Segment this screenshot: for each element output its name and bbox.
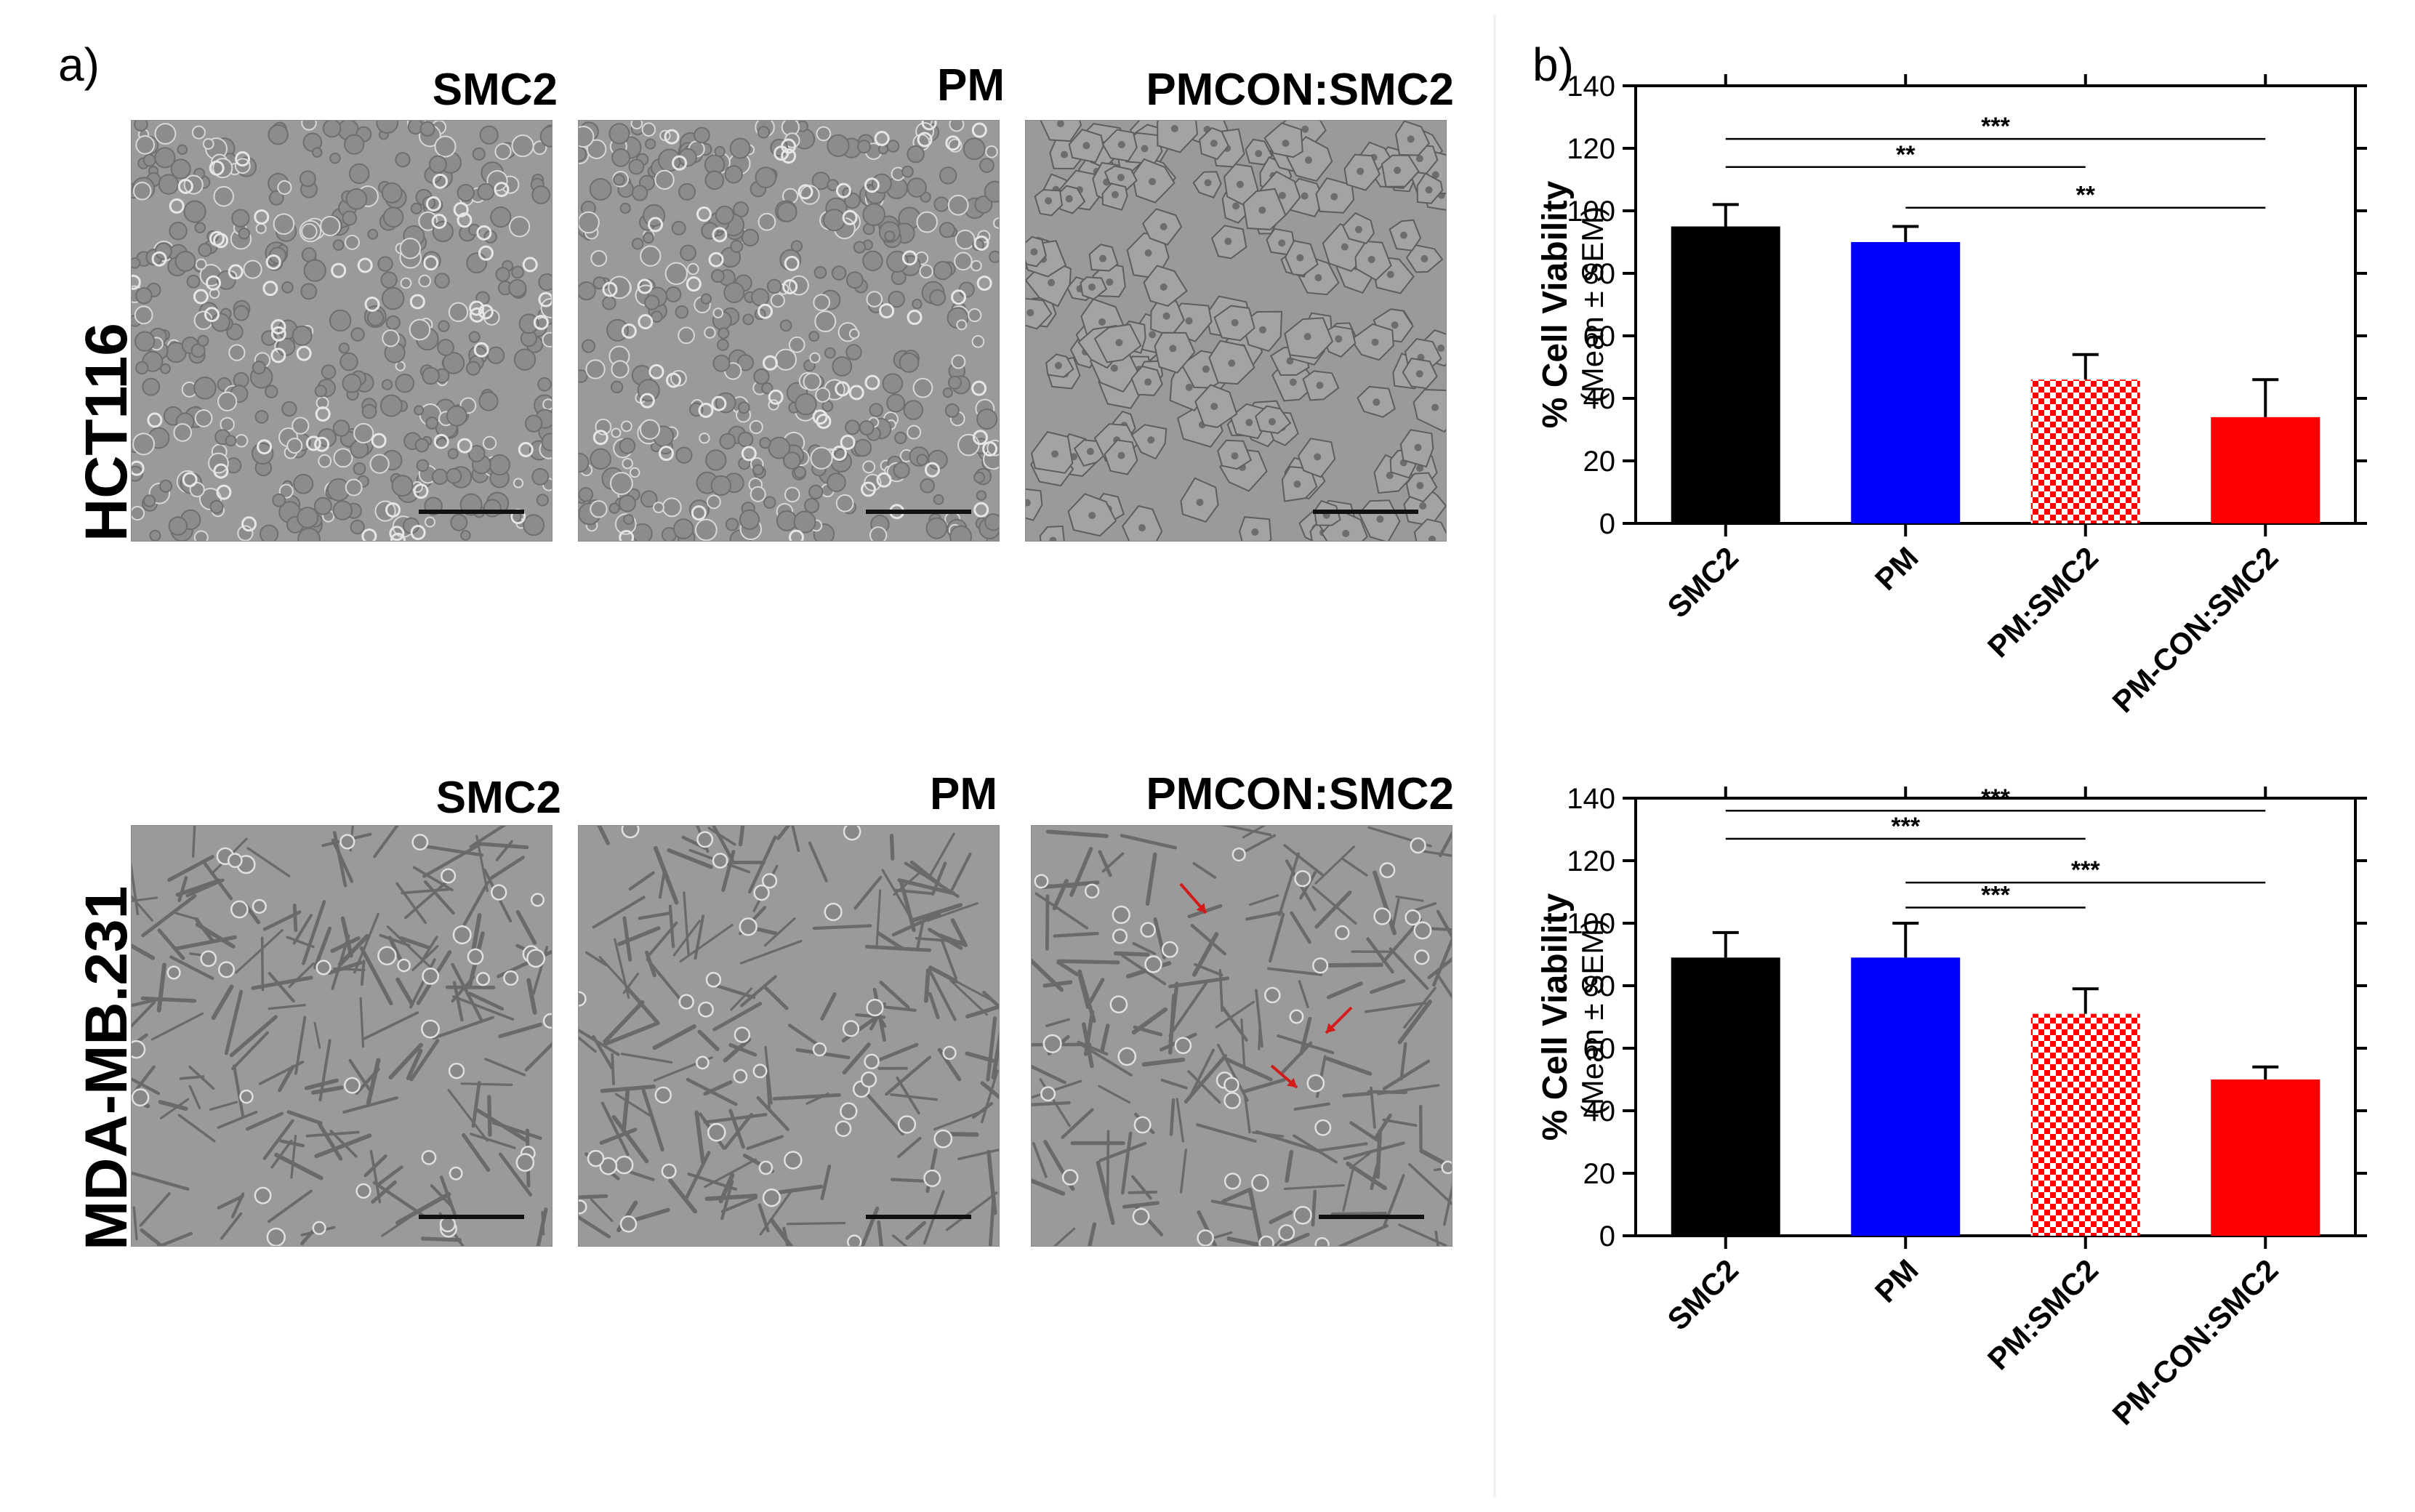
significance-label: **	[2076, 182, 2096, 209]
y-axis-label: % Cell Viability	[1536, 893, 1575, 1141]
y-axis-sublabel: (Mean ± SEM)	[1575, 206, 1610, 403]
significance-label: ***	[1981, 784, 2010, 812]
y-tick-label: 100	[1567, 908, 1615, 940]
image-label-mda-pmcon-smc2: PMCON:SMC2	[1146, 769, 1454, 819]
significance-label: **	[1896, 141, 1916, 169]
y-tick-label: 40	[1583, 1095, 1616, 1127]
bar-pm-con-smc2	[2211, 1079, 2320, 1236]
x-tick-label: PM:SMC2	[1981, 540, 2105, 664]
y-tick-label: 120	[1567, 133, 1615, 165]
significance-label: ***	[1981, 882, 2010, 909]
image-label-hct116-pmcon-smc2: PMCON:SMC2	[1146, 65, 1454, 115]
micrograph-hct116-smc2	[131, 120, 552, 542]
x-tick-label: PM	[1868, 540, 1925, 597]
micrograph-mda-pmcon-smc2	[1031, 825, 1452, 1247]
y-tick-label: 80	[1583, 970, 1616, 1002]
bar-pm-smc2	[2030, 1013, 2140, 1236]
image-label-hct116-pm: PM	[937, 60, 1005, 110]
significance-label: ***	[1891, 813, 1920, 840]
plot-frame	[1634, 84, 2357, 525]
image-label-hct116-smc2: SMC2	[432, 65, 558, 115]
micrograph-hct116-pmcon-smc2	[1025, 120, 1447, 542]
micrograph-mda-pm	[578, 825, 1000, 1247]
bar-smc2	[1671, 957, 1780, 1236]
y-tick-label: 0	[1599, 508, 1615, 540]
bar-pm	[1851, 242, 1961, 523]
significance-label: ***	[2071, 856, 2100, 884]
x-tick-label: SMC2	[1660, 540, 1745, 624]
bar-pm-con-smc2	[2211, 417, 2320, 523]
y-tick-label: 100	[1567, 196, 1615, 228]
y-tick-label: 140	[1567, 71, 1615, 102]
y-tick-label: 0	[1599, 1221, 1615, 1252]
x-tick-label: PM:SMC2	[1981, 1252, 2105, 1376]
micrograph-mda-smc2	[131, 825, 552, 1247]
bar-pm	[1851, 957, 1961, 1236]
image-label-mda-pm: PM	[930, 769, 997, 819]
y-tick-label: 20	[1583, 446, 1616, 478]
bar-smc2	[1671, 226, 1780, 523]
y-tick-label: 80	[1583, 258, 1616, 290]
x-tick-label: PM-CON:SMC2	[2106, 1252, 2285, 1431]
y-axis-label: % Cell Viability	[1536, 180, 1575, 428]
x-tick-label: SMC2	[1660, 1252, 1745, 1337]
y-tick-label: 40	[1583, 383, 1616, 415]
y-tick-label: 60	[1583, 1033, 1616, 1065]
bar-pm-smc2	[2030, 379, 2140, 523]
viability-chart-hct116: 0 20 40 60 80 100 120 140 SMC2 PM PM:SMC2 PM-CON:SM…	[1498, 44, 2415, 771]
y-tick-label: 20	[1583, 1158, 1616, 1190]
y-axis-sublabel: (Mean ± SEM)	[1575, 919, 1610, 1115]
panel-divider	[1493, 15, 1496, 1497]
y-tick-label: 140	[1567, 783, 1615, 815]
plot-frame	[1634, 797, 2357, 1237]
micrograph-hct116-pm	[578, 120, 1000, 542]
significance-label: ***	[1981, 113, 2010, 140]
x-tick-label: PM-CON:SMC2	[2106, 540, 2285, 719]
panel-b-letter: b)	[1532, 39, 1574, 91]
panel-a-letter: a)	[58, 39, 100, 91]
x-tick-label: PM	[1868, 1252, 1925, 1309]
y-tick-label: 60	[1583, 321, 1616, 353]
viability-chart-mda-mb231: 0 20 40 60 80 100 120 140 SMC2 PM PM:SMC2 PM-CON:SM…	[1498, 756, 2415, 1483]
image-label-mda-smc2: SMC2	[435, 773, 561, 823]
y-tick-label: 120	[1567, 845, 1615, 877]
